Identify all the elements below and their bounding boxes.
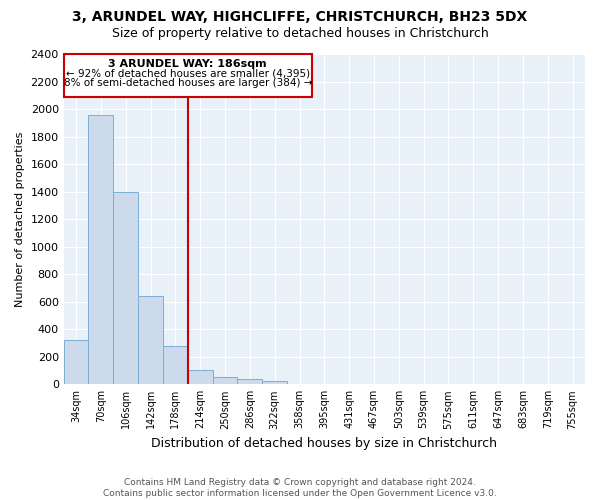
Bar [262,381,287,384]
Text: 3 ARUNDEL WAY: 186sqm: 3 ARUNDEL WAY: 186sqm [109,59,267,69]
Bar [212,378,238,384]
Bar [64,340,88,384]
Text: 3, ARUNDEL WAY, HIGHCLIFFE, CHRISTCHURCH, BH23 5DX: 3, ARUNDEL WAY, HIGHCLIFFE, CHRISTCHURCH… [73,10,527,24]
Bar [163,346,188,385]
Y-axis label: Number of detached properties: Number of detached properties [15,132,25,307]
Text: ← 92% of detached houses are smaller (4,395): ← 92% of detached houses are smaller (4,… [66,68,310,78]
Bar [64,54,312,96]
Bar [138,296,163,384]
Text: Size of property relative to detached houses in Christchurch: Size of property relative to detached ho… [112,28,488,40]
Text: 8% of semi-detached houses are larger (384) →: 8% of semi-detached houses are larger (3… [64,78,312,88]
Bar [238,378,262,384]
Bar [113,192,138,384]
X-axis label: Distribution of detached houses by size in Christchurch: Distribution of detached houses by size … [151,437,497,450]
Text: Contains HM Land Registry data © Crown copyright and database right 2024.
Contai: Contains HM Land Registry data © Crown c… [103,478,497,498]
Bar [88,114,113,384]
Bar [188,370,212,384]
